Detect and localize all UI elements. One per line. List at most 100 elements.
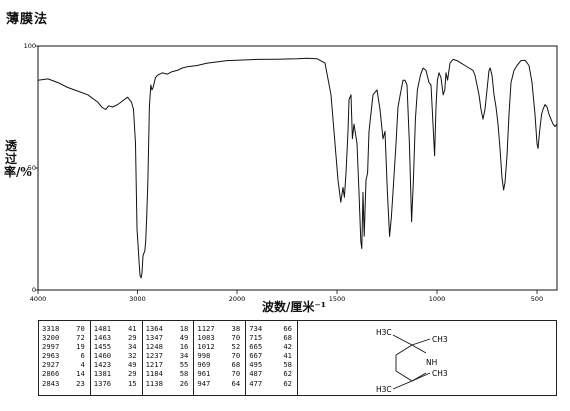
peak-transmittance: 70: [231, 369, 241, 379]
bond: [392, 380, 413, 390]
peak-row: 487 62: [249, 369, 297, 378]
peak-row: 998 70: [197, 351, 245, 360]
peak-transmittance: 49: [179, 333, 189, 343]
peak-column: 1127 38 1083 70 1012 52 998 70 969 68 961 70 947 64: [194, 321, 247, 395]
peak-wavenumber: 1248: [145, 342, 163, 352]
methyl-label: CH3: [432, 369, 448, 378]
peak-wavenumber: 715: [249, 333, 263, 343]
peak-wavenumber: 1237: [145, 351, 163, 361]
peak-wavenumber: 1012: [197, 342, 215, 352]
molecular-structure: H3C CH3 NH CH3 H3C: [298, 321, 556, 395]
peak-wavenumber: 2963: [42, 351, 60, 361]
peak-wavenumber: 1481: [93, 324, 112, 333]
x-tick-label: 4000: [30, 295, 47, 303]
peak-row: 1423 49: [94, 360, 142, 369]
peak-row: 1083 70: [197, 333, 245, 342]
peak-transmittance: 41: [283, 351, 292, 361]
peak-transmittance: 62: [283, 378, 292, 388]
peak-column: 734 66 715 68 665 42 667 41 495 58 487 62 477 62: [246, 321, 298, 395]
peak-transmittance: 29: [127, 369, 137, 379]
plot-frame: [37, 45, 558, 291]
peak-wavenumber: 969: [197, 360, 211, 370]
peak-wavenumber: 1138: [145, 378, 163, 388]
peak-transmittance: 19: [76, 342, 85, 352]
peak-transmittance: 38: [231, 324, 241, 333]
bond: [411, 344, 427, 354]
ir-spectrum-chart: 4000 3000 2000 1500 1000 500 0 50 100: [24, 42, 558, 303]
x-tick-label: 3000: [129, 295, 146, 303]
peak-transmittance: 34: [179, 351, 189, 361]
peak-transmittance: 42: [283, 342, 292, 352]
peak-wavenumber: 1364: [145, 324, 163, 333]
peak-transmittance: 16: [179, 342, 189, 352]
peak-row: 1347 49: [146, 333, 194, 342]
peak-row: 1248 16: [146, 342, 194, 351]
peak-row: 715 68: [249, 333, 297, 342]
peak-row: 477 62: [249, 379, 297, 388]
peak-transmittance: 23: [76, 378, 85, 388]
x-axis-label: 波数/厘米⁻¹: [262, 300, 326, 314]
peak-wavenumber: 487: [249, 369, 263, 379]
peak-wavenumber: 1455: [93, 342, 112, 352]
peak-row: 1460 32: [94, 351, 142, 360]
peak-transmittance: 55: [179, 360, 189, 370]
peak-wavenumber: 947: [197, 378, 211, 388]
peak-transmittance: 18: [179, 324, 189, 333]
peak-row: 2866 14: [42, 369, 90, 378]
peak-wavenumber: 1347: [145, 333, 163, 343]
peak-transmittance: 70: [76, 324, 85, 333]
peak-transmittance: 49: [127, 360, 137, 370]
peak-row: 1184 58: [146, 369, 194, 378]
peak-row: 1138 26: [146, 379, 194, 388]
peak-row: 495 58: [249, 360, 297, 369]
peak-wavenumber: 1381: [93, 369, 112, 379]
peak-column: 3318 70 3200 72 2997 19 2963 6 2927 4 2866 14 2843 23: [39, 321, 91, 395]
peak-wavenumber: 1376: [93, 378, 112, 388]
peak-wavenumber: 1460: [93, 351, 112, 361]
methyl-label: CH3: [432, 335, 448, 344]
y-tick-label: 0: [32, 286, 36, 294]
peak-transmittance: 68: [283, 333, 292, 343]
x-tick-label: 1500: [329, 295, 346, 303]
structure-diagram: H3C CH3 NH CH3 H3C: [376, 328, 448, 394]
peak-transmittance: 6: [80, 351, 85, 361]
methyl-label: H3C: [376, 328, 392, 337]
peak-row: 1012 52: [197, 342, 245, 351]
peak-row: 2927 4: [42, 360, 90, 369]
peak-wavenumber: 2843: [42, 378, 60, 388]
peak-transmittance: 70: [231, 333, 241, 343]
peak-row: 961 70: [197, 369, 245, 378]
peak-transmittance: 32: [127, 351, 137, 361]
page-title: 薄膜法: [6, 12, 49, 27]
peak-wavenumber: 495: [249, 360, 263, 370]
peak-transmittance: 70: [231, 351, 241, 361]
peak-row: 1364 18: [146, 324, 194, 333]
peak-wavenumber: 1463: [93, 333, 112, 343]
bond: [395, 370, 413, 382]
peak-wavenumber: 1083: [197, 333, 215, 343]
peak-row: 2843 23: [42, 379, 90, 388]
peak-transmittance: 58: [179, 369, 189, 379]
peak-transmittance: 58: [283, 360, 292, 370]
peak-row: 3200 72: [42, 333, 90, 342]
peak-row: 667 41: [249, 351, 297, 360]
peak-transmittance: 29: [127, 333, 137, 343]
peak-row: 1381 29: [94, 369, 142, 378]
peak-transmittance: 66: [283, 324, 292, 333]
peak-wavenumber: 961: [197, 369, 211, 379]
peak-transmittance: 4: [80, 360, 85, 370]
methyl-label: H3C: [376, 385, 392, 394]
peak-wavenumber: 1217: [145, 360, 163, 370]
y-tick-label: 100: [24, 42, 36, 50]
peak-row: 1237 34: [146, 351, 194, 360]
peak-transmittance: 62: [283, 369, 292, 379]
peak-transmittance: 26: [179, 378, 189, 388]
peak-row: 1481 41: [94, 324, 142, 333]
bond: [392, 334, 413, 346]
peak-wavenumber: 3318: [42, 324, 60, 333]
peak-wavenumber: 1423: [93, 360, 112, 370]
peak-transmittance: 41: [127, 324, 137, 333]
peak-row: 947 64: [197, 379, 245, 388]
peak-row: 3318 70: [42, 324, 90, 333]
peak-wavenumber: 998: [197, 351, 211, 361]
